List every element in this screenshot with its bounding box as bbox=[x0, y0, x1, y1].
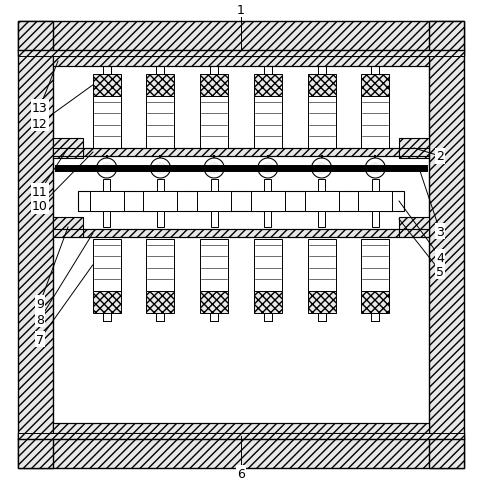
Text: 3: 3 bbox=[436, 225, 444, 238]
Bar bbox=[399, 218, 429, 238]
Circle shape bbox=[316, 163, 328, 175]
Bar bbox=[18, 22, 464, 57]
Bar bbox=[93, 75, 120, 97]
Bar bbox=[147, 97, 174, 149]
Bar bbox=[83, 149, 399, 157]
Bar bbox=[318, 212, 325, 227]
Bar bbox=[308, 291, 335, 313]
Bar bbox=[251, 192, 285, 212]
Text: 8: 8 bbox=[36, 313, 44, 326]
Bar bbox=[147, 291, 174, 313]
Text: 4: 4 bbox=[436, 251, 444, 264]
Bar bbox=[93, 291, 120, 313]
Bar bbox=[157, 212, 164, 227]
Circle shape bbox=[97, 159, 117, 179]
Text: 9: 9 bbox=[36, 297, 44, 310]
Bar bbox=[318, 180, 325, 192]
Bar bbox=[147, 240, 174, 291]
Bar bbox=[103, 212, 110, 227]
Bar bbox=[53, 139, 83, 159]
Bar bbox=[200, 291, 228, 313]
Bar bbox=[362, 75, 389, 97]
Bar bbox=[254, 240, 282, 291]
Bar bbox=[157, 180, 164, 192]
Text: 11: 11 bbox=[32, 185, 48, 198]
Bar bbox=[78, 192, 404, 212]
Circle shape bbox=[311, 159, 332, 179]
Bar bbox=[18, 22, 53, 468]
Text: 10: 10 bbox=[32, 200, 48, 213]
Bar bbox=[93, 97, 120, 149]
Bar bbox=[362, 97, 389, 149]
Text: 13: 13 bbox=[32, 102, 48, 114]
Circle shape bbox=[365, 159, 385, 179]
Circle shape bbox=[208, 163, 220, 175]
Bar bbox=[362, 240, 389, 291]
Bar bbox=[264, 180, 271, 192]
Circle shape bbox=[258, 159, 278, 179]
Bar bbox=[305, 192, 338, 212]
Bar bbox=[211, 212, 218, 227]
Text: 5: 5 bbox=[436, 265, 444, 278]
Bar bbox=[53, 57, 429, 67]
Text: 7: 7 bbox=[36, 333, 44, 346]
Circle shape bbox=[204, 159, 224, 179]
Bar bbox=[200, 97, 228, 149]
Text: 1: 1 bbox=[237, 3, 245, 17]
Bar bbox=[429, 22, 464, 468]
Text: 6: 6 bbox=[237, 467, 245, 480]
Bar bbox=[53, 218, 83, 238]
Circle shape bbox=[369, 163, 381, 175]
Bar bbox=[144, 192, 177, 212]
Bar bbox=[93, 240, 120, 291]
Bar bbox=[372, 212, 379, 227]
Bar bbox=[254, 75, 282, 97]
Circle shape bbox=[150, 159, 171, 179]
Bar bbox=[53, 57, 429, 433]
Text: 12: 12 bbox=[32, 117, 48, 130]
Bar bbox=[264, 212, 271, 227]
Bar bbox=[147, 75, 174, 97]
Bar bbox=[358, 192, 392, 212]
Bar bbox=[53, 423, 429, 433]
Bar bbox=[90, 192, 124, 212]
Circle shape bbox=[262, 163, 274, 175]
Bar bbox=[18, 433, 464, 468]
Bar bbox=[399, 139, 429, 159]
Bar bbox=[103, 180, 110, 192]
Bar bbox=[308, 240, 335, 291]
Bar bbox=[18, 433, 464, 439]
Bar bbox=[372, 180, 379, 192]
Circle shape bbox=[101, 163, 113, 175]
Bar bbox=[211, 180, 218, 192]
Bar bbox=[18, 51, 464, 57]
Bar bbox=[197, 192, 231, 212]
Bar bbox=[254, 97, 282, 149]
Bar bbox=[308, 97, 335, 149]
Bar bbox=[200, 75, 228, 97]
Bar bbox=[83, 229, 399, 238]
Text: 2: 2 bbox=[436, 150, 444, 163]
Circle shape bbox=[154, 163, 166, 175]
Bar bbox=[308, 75, 335, 97]
Bar bbox=[362, 291, 389, 313]
Bar bbox=[200, 240, 228, 291]
Bar bbox=[254, 291, 282, 313]
